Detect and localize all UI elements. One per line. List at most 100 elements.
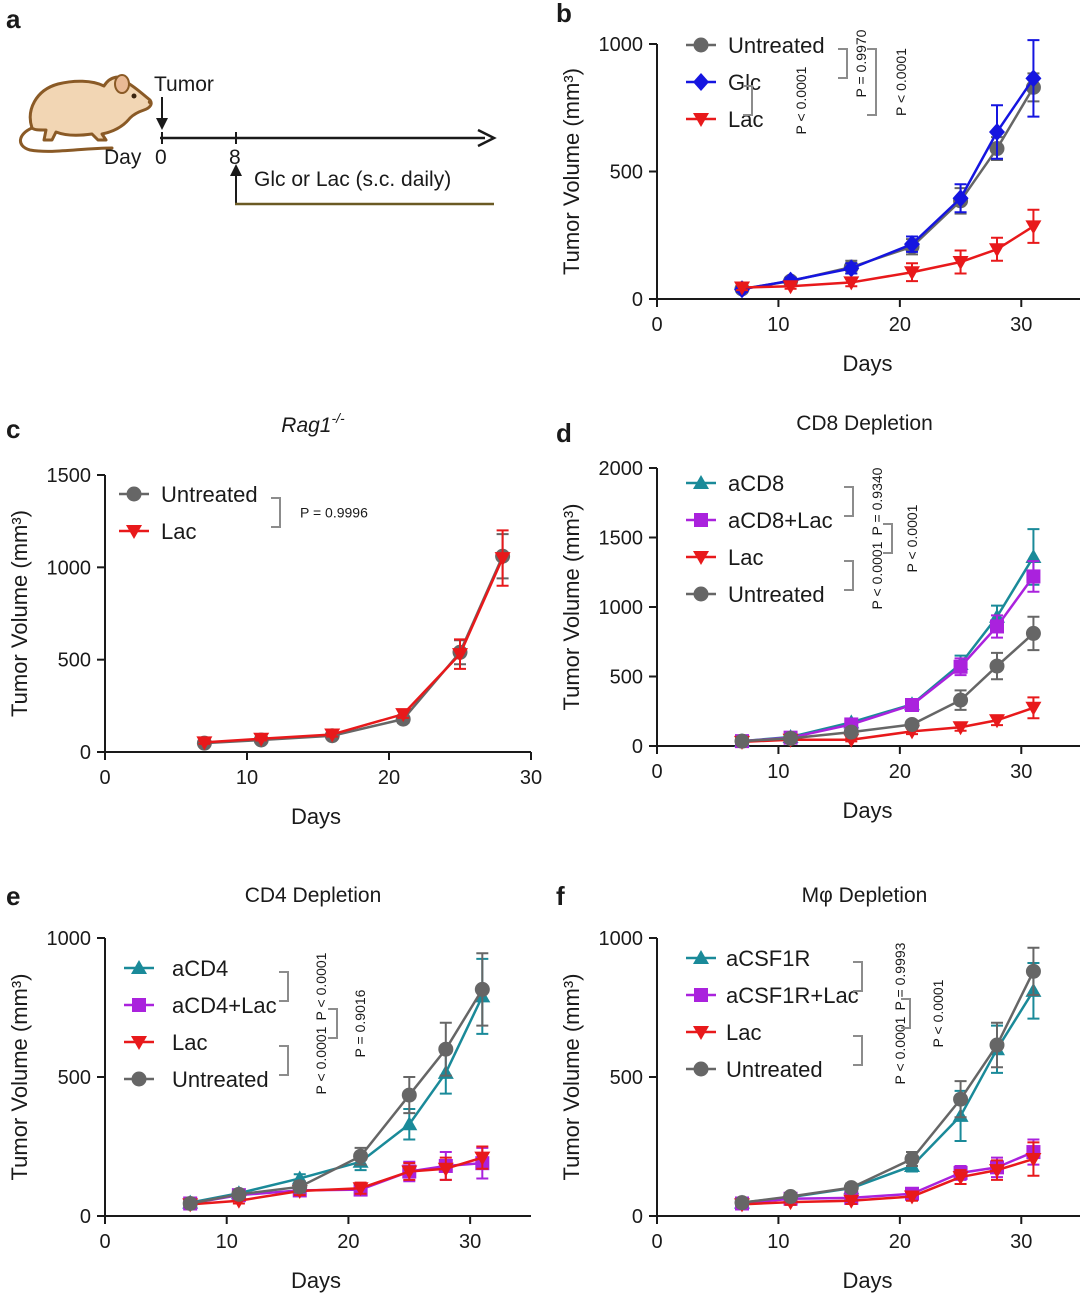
chart-title-e: CD4 Depletion bbox=[245, 884, 382, 907]
significance-bracket bbox=[883, 523, 893, 554]
x-axis-title: Days bbox=[842, 351, 892, 376]
y-axis-title: Tumor Volume (mm³) bbox=[559, 974, 584, 1181]
panel-f-chart: f Mφ Depletion 0 10 20 30 0 500 1000 Days Tumor Vo… bbox=[556, 881, 1080, 1293]
series-line bbox=[741, 632, 1035, 743]
p-value-label: P = 0.9340 bbox=[869, 467, 885, 535]
data-point bbox=[843, 1194, 860, 1209]
y-axis-title: Tumor Volume (mm³) bbox=[559, 504, 584, 711]
data-point bbox=[231, 1186, 247, 1202]
x-tick-label: 20 bbox=[889, 1231, 911, 1253]
data-point bbox=[196, 736, 213, 751]
data-point bbox=[783, 1189, 799, 1205]
treatment-arrow-head-icon bbox=[230, 164, 242, 176]
legend-marker bbox=[693, 37, 709, 53]
data-point bbox=[1025, 69, 1042, 88]
legend-label: aCD4+Lac bbox=[172, 993, 277, 1018]
x-tick-label: 10 bbox=[767, 314, 789, 336]
y-tick-label: 1000 bbox=[47, 928, 92, 950]
significance-bracket bbox=[279, 1045, 289, 1076]
mouse-icon bbox=[19, 74, 153, 153]
data-point bbox=[904, 235, 920, 254]
p-value-label: P < 0.0001 bbox=[313, 952, 329, 1020]
y-tick-label: 500 bbox=[610, 162, 643, 184]
x-tick-label: 20 bbox=[378, 767, 400, 789]
legend-label: aCD8+Lac bbox=[728, 508, 833, 533]
series-untreated bbox=[734, 946, 1041, 1211]
data-point bbox=[734, 281, 750, 296]
legend-label: aCSF1R+Lac bbox=[726, 983, 859, 1008]
x-tick-label: 30 bbox=[1010, 314, 1032, 336]
significance-bracket bbox=[844, 560, 854, 591]
legend-marker bbox=[126, 486, 142, 502]
significance-bracket bbox=[901, 998, 911, 1029]
legend-label: aCD8 bbox=[728, 471, 784, 496]
series-untreated bbox=[196, 533, 511, 751]
x-tick-label: 30 bbox=[1010, 1231, 1032, 1253]
y-tick-label: 0 bbox=[632, 289, 643, 311]
data-point bbox=[352, 1182, 369, 1197]
y-tick-label: 1500 bbox=[47, 465, 92, 487]
y-tick-label: 1000 bbox=[599, 597, 644, 619]
data-point bbox=[783, 730, 799, 746]
panel-e-chart: e CD4 Depletion 0 10 20 30 0 500 1000 Days Tumor V… bbox=[6, 881, 531, 1293]
legend-label: Untreated bbox=[161, 482, 258, 507]
legend-marker bbox=[131, 960, 147, 974]
p-value-label: P < 0.0001 bbox=[892, 1016, 908, 1084]
data-point bbox=[905, 697, 919, 712]
series-untreated bbox=[734, 72, 1041, 297]
x-tick-label: 10 bbox=[236, 767, 258, 789]
y-axis-title: Tumor Volume (mm³) bbox=[7, 510, 32, 717]
data-point bbox=[1025, 1153, 1042, 1168]
significance-bracket bbox=[844, 486, 854, 517]
series-line bbox=[741, 77, 1035, 291]
data-point bbox=[952, 721, 969, 736]
data-point bbox=[1025, 548, 1042, 563]
data-point bbox=[953, 1091, 969, 1107]
panel-b-chart: b 0 10 20 30 0 500 1000 Days Tumor Volume (mm³) Un… bbox=[556, 0, 1080, 376]
data-point bbox=[1025, 963, 1041, 979]
y-tick-label: 0 bbox=[80, 742, 91, 764]
y-tick-label: 0 bbox=[632, 736, 643, 758]
axes-frame-f bbox=[656, 938, 1080, 1217]
x-axis-title: Days bbox=[291, 1268, 341, 1293]
panel-a-schematic: a Tumor Day 0 8 Glc or Lac (s.c. daily) bbox=[6, 4, 497, 206]
data-point bbox=[292, 1179, 308, 1195]
panel-letter-e: e bbox=[6, 881, 20, 911]
x-tick-label: 20 bbox=[337, 1231, 359, 1253]
data-point bbox=[843, 276, 860, 291]
panel-d-chart: d CD8 Depletion 0 10 20 30 0 500 1000 1500 2000 Day… bbox=[556, 412, 1080, 823]
p-value-label: P < 0.0001 bbox=[893, 48, 909, 116]
x-tick-label: 30 bbox=[459, 1231, 481, 1253]
legend-label: Untreated bbox=[726, 1057, 823, 1082]
data-point bbox=[474, 1151, 491, 1166]
panel-letter-a: a bbox=[6, 4, 21, 34]
significance-bracket bbox=[853, 961, 863, 992]
x-tick-label: 0 bbox=[99, 1231, 110, 1253]
p-value-label: P = 0.9970 bbox=[853, 29, 869, 97]
panel-letter-d: d bbox=[556, 418, 572, 448]
legend-label: Lac bbox=[728, 107, 763, 132]
series-lac bbox=[196, 529, 511, 751]
day-label: Day bbox=[104, 146, 142, 169]
legend-label: Lac bbox=[726, 1020, 761, 1045]
legend-marker bbox=[131, 1036, 147, 1050]
p-value-label: P < 0.0001 bbox=[313, 1026, 329, 1094]
treatment-label: Glc or Lac (s.c. daily) bbox=[254, 168, 451, 191]
legend-marker bbox=[693, 551, 709, 565]
x-tick-label: 10 bbox=[767, 1231, 789, 1253]
data-point bbox=[401, 1116, 418, 1131]
legend-marker bbox=[694, 513, 708, 527]
legend-label: aCD4 bbox=[172, 956, 228, 981]
data-point bbox=[782, 280, 799, 295]
x-tick-label: 0 bbox=[651, 314, 662, 336]
series-lac bbox=[182, 1145, 491, 1213]
y-axis-title: Tumor Volume (mm³) bbox=[7, 974, 32, 1181]
data-point bbox=[324, 728, 341, 743]
y-axis-title: Tumor Volume (mm³) bbox=[559, 68, 584, 275]
legend-c: Untreated Lac bbox=[119, 482, 258, 544]
x-tick-label: 10 bbox=[767, 761, 789, 783]
series-lac bbox=[734, 696, 1042, 750]
legend-marker bbox=[694, 988, 708, 1002]
legend-d: aCD8 aCD8+Lac Lac Untreated bbox=[686, 471, 833, 607]
